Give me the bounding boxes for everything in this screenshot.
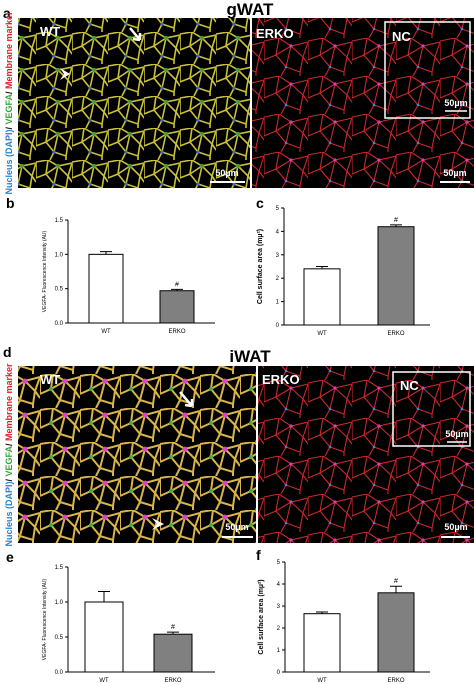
bar <box>159 290 195 324</box>
y-tick-label: 4 <box>276 229 280 235</box>
x-tick-label: ERKO <box>387 331 404 337</box>
error-bar <box>316 611 328 614</box>
stain-part: VEGFA <box>4 94 14 125</box>
error-bar <box>100 251 112 255</box>
y-tick-label: 1 <box>276 300 280 306</box>
scale-label: 50µm <box>444 98 467 108</box>
y-tick-label: 5 <box>277 560 281 566</box>
y-tick-label: 3 <box>277 604 281 610</box>
scale-label: 50µm <box>445 429 468 439</box>
annotation: # <box>171 624 175 631</box>
inset <box>392 371 471 447</box>
stain-label: Nucleus (DAPI)/ VEGFA/ Membrane marker <box>4 11 14 195</box>
image-label: ERKO <box>262 372 300 387</box>
stain-label: Nucleus (DAPI)/ VEGFA/ Membrane marker <box>4 363 14 547</box>
y-tick-label: 1.5 <box>55 565 64 571</box>
arrowhead <box>60 68 70 80</box>
error-bar <box>316 266 328 269</box>
x-tick-label: ERKO <box>168 329 185 335</box>
micrograph <box>18 366 256 543</box>
y-tick-label: 1 <box>277 648 281 654</box>
y-tick-label: 1.0 <box>55 252 64 258</box>
section-title: iWAT <box>229 347 271 366</box>
error-bar <box>167 631 179 635</box>
bar <box>153 633 193 673</box>
error-bar <box>390 224 402 227</box>
x-tick-label: WT <box>317 678 327 684</box>
annotation: # <box>175 281 179 288</box>
stain-part: / <box>4 89 14 94</box>
panel-letter: c <box>256 195 264 211</box>
y-tick-label: 0.5 <box>55 635 64 641</box>
y-tick-label: 2 <box>276 276 280 282</box>
inset <box>384 21 471 119</box>
image-label: NC <box>392 29 411 44</box>
stain-part: VEGFA <box>4 446 14 477</box>
bar <box>84 601 124 673</box>
stain-part: / <box>4 477 14 482</box>
error-bar <box>171 288 183 291</box>
bar <box>88 253 124 324</box>
error-bar <box>98 591 110 602</box>
stain-part: / <box>4 125 14 130</box>
panel-letter: b <box>6 195 15 211</box>
bar <box>377 592 415 673</box>
y-tick-label: 0 <box>276 323 280 329</box>
x-tick-label: WT <box>317 331 327 337</box>
arrow <box>129 27 142 42</box>
stain-part: Nucleus (DAPI) <box>4 482 14 547</box>
image-label: WT <box>40 24 60 39</box>
x-tick-label: WT <box>101 329 111 335</box>
stain-part: Membrane marker <box>4 11 14 89</box>
y-tick-label: 0.5 <box>55 287 64 293</box>
x-tick-label: ERKO <box>164 678 181 684</box>
error-bar <box>390 585 402 593</box>
y-axis-label: Cell surface area (mµ²) <box>258 579 265 654</box>
y-tick-label: 0.0 <box>55 670 64 676</box>
scale-label: 50µm <box>444 522 467 532</box>
panel-letter: e <box>6 549 14 565</box>
x-tick-label: WT <box>99 678 109 684</box>
y-tick-label: 2 <box>277 626 281 632</box>
panel-letter: d <box>3 344 12 360</box>
scale-label: 50µm <box>443 168 466 178</box>
bar <box>377 226 415 326</box>
image-label: WT <box>40 372 60 387</box>
y-tick-label: 4 <box>277 582 281 588</box>
y-tick-label: 5 <box>276 206 280 212</box>
image-label: NC <box>400 378 419 393</box>
y-tick-label: 3 <box>276 253 280 259</box>
y-axis-label: VEGFA- Fluorescence Intensity (AU) <box>42 578 48 660</box>
annotation: # <box>394 578 398 585</box>
stain-part: Membrane marker <box>4 363 14 441</box>
image-label: ERKO <box>256 26 294 41</box>
y-axis-label: VEGFA- Fluorescence Intensity (AU) <box>42 230 48 312</box>
scale-label: 50µm <box>225 522 248 532</box>
panel-letter: a <box>3 5 11 21</box>
annotation: # <box>394 217 398 224</box>
y-tick-label: 1.0 <box>55 600 64 606</box>
panel-letter: f <box>256 547 261 563</box>
y-tick-label: 0 <box>277 670 281 676</box>
y-axis-label: Cell surface area (mµ²) <box>257 229 264 304</box>
bar <box>303 613 341 673</box>
y-tick-label: 0.0 <box>55 321 64 327</box>
arrow <box>179 391 194 408</box>
x-tick-label: ERKO <box>387 678 404 684</box>
y-tick-label: 1.5 <box>55 218 64 224</box>
stain-part: Nucleus (DAPI) <box>4 130 14 195</box>
micrograph <box>18 18 250 188</box>
section-title: gWAT <box>227 0 275 19</box>
scale-label: 50µm <box>215 168 238 178</box>
arrowhead <box>152 518 164 530</box>
bar <box>303 268 341 326</box>
stain-part: / <box>4 441 14 446</box>
